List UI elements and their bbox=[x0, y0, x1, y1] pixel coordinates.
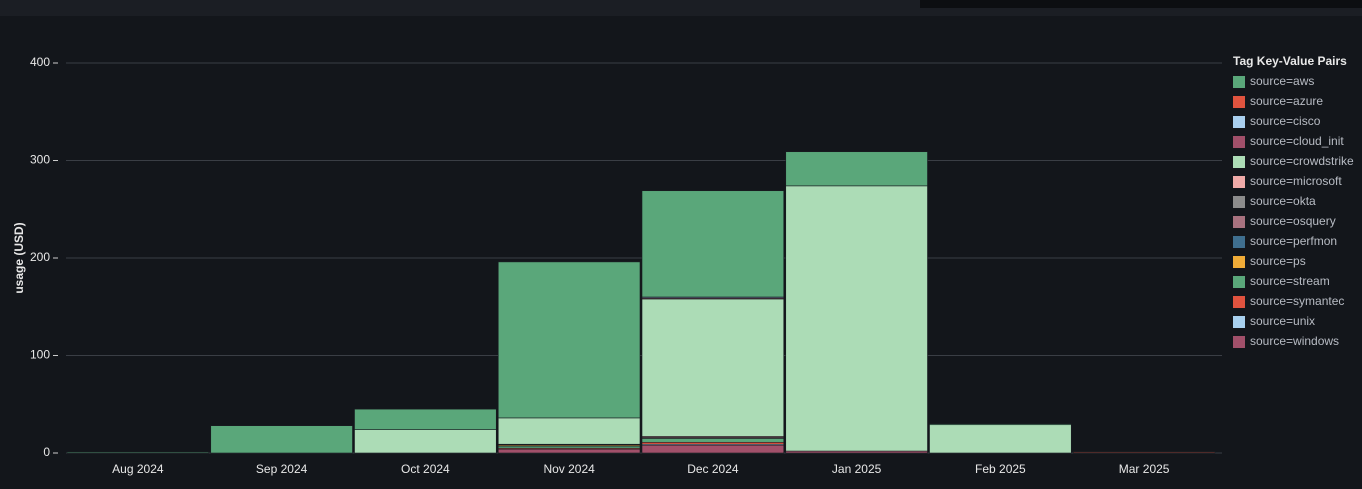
x-tick-label: Aug 2024 bbox=[112, 462, 164, 476]
legend-text: source=microsoft bbox=[1250, 174, 1342, 188]
legend-text: source=crowdstrike bbox=[1250, 154, 1354, 168]
bar-segment bbox=[354, 408, 497, 430]
x-tick-label: Jan 2025 bbox=[832, 462, 882, 476]
bar-segment bbox=[785, 151, 928, 187]
legend-text: source=stream bbox=[1250, 274, 1330, 288]
legend-text: source=okta bbox=[1250, 194, 1316, 208]
legend-swatch bbox=[1233, 276, 1245, 288]
legend-swatch bbox=[1233, 156, 1245, 168]
legend-text: source=osquery bbox=[1250, 214, 1336, 228]
legend-swatch bbox=[1233, 256, 1245, 268]
x-tick-label: Mar 2025 bbox=[1119, 462, 1170, 476]
bar-segment bbox=[641, 298, 785, 437]
x-tick-label: Dec 2024 bbox=[687, 462, 739, 476]
legend-text: source=unix bbox=[1250, 314, 1315, 328]
y-tick-label: 100 bbox=[30, 348, 50, 362]
legend-swatch bbox=[1233, 316, 1245, 328]
legend-swatch bbox=[1233, 236, 1245, 248]
bar-segment bbox=[929, 423, 1072, 426]
bar-segment bbox=[785, 185, 928, 452]
bar-segment bbox=[497, 417, 641, 445]
y-tick-label: 0 bbox=[43, 445, 50, 459]
top-panel bbox=[920, 0, 1362, 8]
x-tick-label: Sep 2024 bbox=[256, 462, 308, 476]
legend-text: source=ps bbox=[1250, 254, 1306, 268]
x-tick-label: Feb 2025 bbox=[975, 462, 1026, 476]
legend-text: source=windows bbox=[1250, 334, 1339, 348]
x-tick-label: Oct 2024 bbox=[401, 462, 450, 476]
y-tick-label: 200 bbox=[30, 250, 50, 264]
bar-segment bbox=[66, 451, 210, 454]
legend-swatch bbox=[1233, 216, 1245, 228]
legend-text: source=cloud_init bbox=[1250, 134, 1344, 148]
legend-text: source=aws bbox=[1250, 74, 1314, 88]
bar-segment bbox=[641, 190, 785, 298]
legend-text: source=symantec bbox=[1250, 294, 1344, 308]
bar-segment bbox=[354, 429, 497, 454]
legend-swatch bbox=[1233, 336, 1245, 348]
legend-text: source=perfmon bbox=[1250, 234, 1337, 248]
legend-swatch bbox=[1233, 136, 1245, 148]
y-axis-label: usage (USD) bbox=[12, 222, 26, 293]
y-tick-label: 400 bbox=[30, 55, 50, 69]
legend-title: Tag Key-Value Pairs bbox=[1233, 54, 1347, 68]
legend-swatch bbox=[1233, 196, 1245, 208]
bar-segment bbox=[641, 444, 785, 454]
legend-swatch bbox=[1233, 96, 1245, 108]
bar-segment bbox=[929, 424, 1072, 454]
y-tick-label: 300 bbox=[30, 153, 50, 167]
legend-swatch bbox=[1233, 76, 1245, 88]
bar-segment bbox=[497, 448, 641, 454]
legend-swatch bbox=[1233, 176, 1245, 188]
bar-segment bbox=[210, 425, 353, 454]
bar-segment bbox=[497, 261, 641, 419]
legend-text: source=cisco bbox=[1250, 114, 1321, 128]
x-tick-label: Nov 2024 bbox=[543, 462, 595, 476]
bar-segment bbox=[641, 438, 785, 443]
legend-text: source=azure bbox=[1250, 94, 1323, 108]
legend-swatch bbox=[1233, 116, 1245, 128]
legend-swatch bbox=[1233, 296, 1245, 308]
